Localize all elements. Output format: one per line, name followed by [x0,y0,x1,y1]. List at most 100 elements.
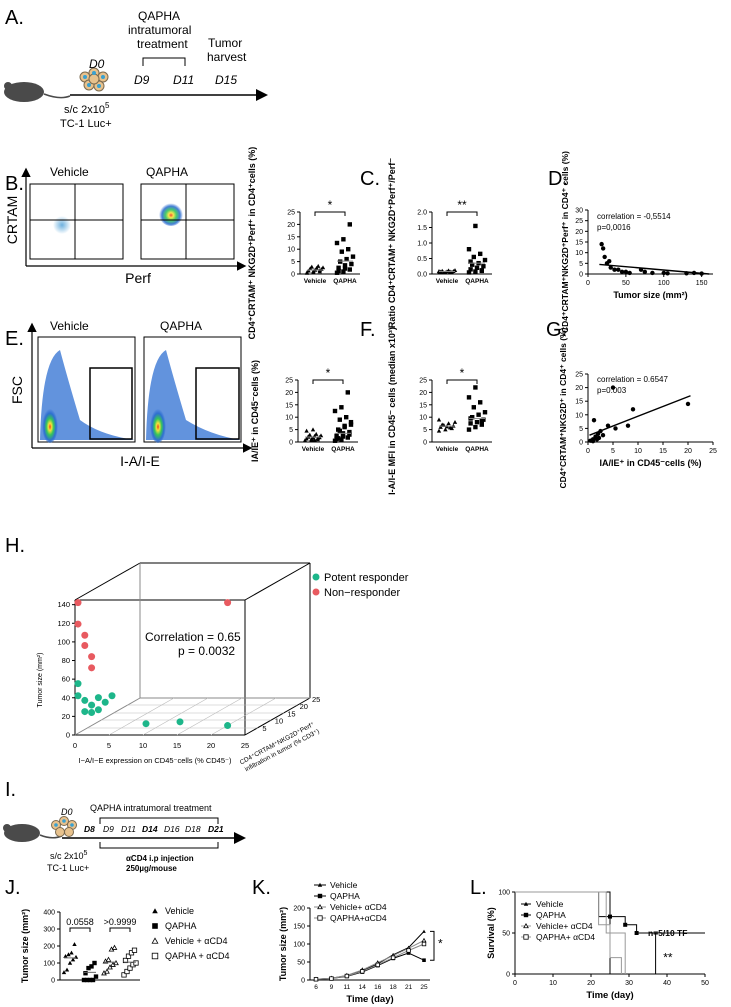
y-tick-label: 5 [579,426,583,433]
y-tick-label: 15 [575,399,583,406]
y-tick-label: 20 [285,390,293,397]
plot-title-qapha: QAPHA [160,319,202,333]
data-point [602,254,607,260]
day-label: D0 [61,807,73,817]
y-axis-ticks: 5 10 15 20 25 [262,695,320,733]
day-label: D15 [215,73,237,87]
day-label: D8 [84,824,95,834]
data-point [74,620,82,628]
annotation-label: n=5/10 TF [648,928,687,938]
data-point [482,257,488,263]
y-tick-label: 25 [285,378,293,385]
x-tick-label: 14 [359,984,367,991]
data-point [350,254,356,259]
data-point [448,425,453,430]
data-point [616,267,621,272]
y-tick-label: 150 [293,924,305,931]
x-tick-label: Vehicle [302,446,325,453]
z-tick-label: 0 [66,731,70,740]
correlation-label: correlation = 0.6547 [597,375,668,384]
data-point [634,931,639,935]
data-point [346,247,351,252]
chart-e-dotplot: 0 5 10 15 20 25 Vehicle QAPHA * IA/IE⁺ in CD45⁻ce… [250,360,358,462]
data-point [125,953,132,959]
data-point [348,422,354,427]
data-point [317,893,323,899]
z-tick-label: 20 [62,712,70,721]
y-tick-label: 100 [43,961,55,968]
y-tick-label: 0 [301,978,305,985]
data-point [421,937,427,943]
y-tick-label: 400 [43,910,55,917]
data-point [590,438,596,444]
x-tick-label: 10 [549,980,557,987]
data-point [422,929,426,933]
significance-label: ** [457,198,467,212]
legend: Potent responder Non−responder [312,572,409,599]
data-point [406,951,411,955]
x-axis-label: I-A/I-E [120,453,160,469]
data-point [481,264,486,269]
data-point [523,934,529,940]
injection-label: s/c 2x105 [50,850,88,861]
data-point [74,599,82,607]
day-label: D11 [121,824,136,834]
data-point [360,969,365,974]
data-point [468,421,473,426]
x-tick-label: 11 [343,984,350,991]
data-point [151,952,159,960]
y-tick-label: 25 [312,695,320,704]
data-point [623,922,628,927]
data-point [466,270,472,275]
chart-f-dotplot: 0 5 10 15 20 25 Vehicle QAPHA * I-A/I-E MFI in CD… [387,327,492,495]
panel-letter: I. [5,779,16,801]
data-point [466,247,472,252]
injection-label: TC-1 Luc+ [60,118,112,130]
y-tick-label: 10 [575,412,583,419]
chart-d-correlation: 0 5 10 15 20 25 30 0 50 100 150 correlation = -0,55… [560,151,713,333]
series-line [315,931,425,980]
data-point [152,908,158,914]
data-point [317,903,323,910]
mouse-icon [4,82,71,102]
x-tick-label: 25 [709,448,717,455]
data-point [627,270,632,276]
data-point [441,270,446,275]
day-label: D9 [103,824,114,834]
panel-letter: D. [548,168,568,190]
data-point [69,950,74,955]
x-tick-label: 0 [513,980,517,987]
data-point [309,264,314,269]
data-point [630,407,636,412]
data-point [64,967,70,972]
x-tick-label: 20 [587,980,595,987]
y-axis-label: Ratio CD4⁺CRTAM⁺ NKG2D⁺Perf⁺/Perf⁻ [387,158,397,328]
y-tick-label: 0 [291,272,295,279]
data-point [468,259,473,264]
series-line [315,943,425,980]
data-point [685,401,691,407]
legend-label: Potent responder [324,572,409,584]
treatment-bracket [142,57,186,66]
y-tick-label: 0.5 [417,256,427,263]
data-point [304,428,309,433]
y-axis-label: Tumor size (mm²) [20,909,30,983]
y-tick-label: 0 [506,972,510,979]
y-tick-label: 20 [300,702,308,711]
panel-letter: F. [360,319,376,341]
data-point [336,436,341,441]
legend-label: QAPHA+αCD4 [330,913,387,923]
legend-label: QAPHA [330,891,360,901]
data-point [83,971,88,976]
z-tick-label: 40 [62,693,70,702]
y-tick-label: 20 [287,222,295,229]
injection-label: s/c 2x105 [64,101,110,116]
y-tick-label: 300 [43,927,55,934]
z-tick-label: 60 [62,675,70,684]
x-tick-label: QAPHA [331,446,355,453]
y-axis-label: CD4⁺CRTAM⁺NKG2D⁺Perf⁺ [239,721,317,767]
legend-label: Vehicle+ αCD4 [330,902,387,912]
data-point [88,701,96,709]
data-point [94,706,102,714]
data-point [334,240,340,246]
